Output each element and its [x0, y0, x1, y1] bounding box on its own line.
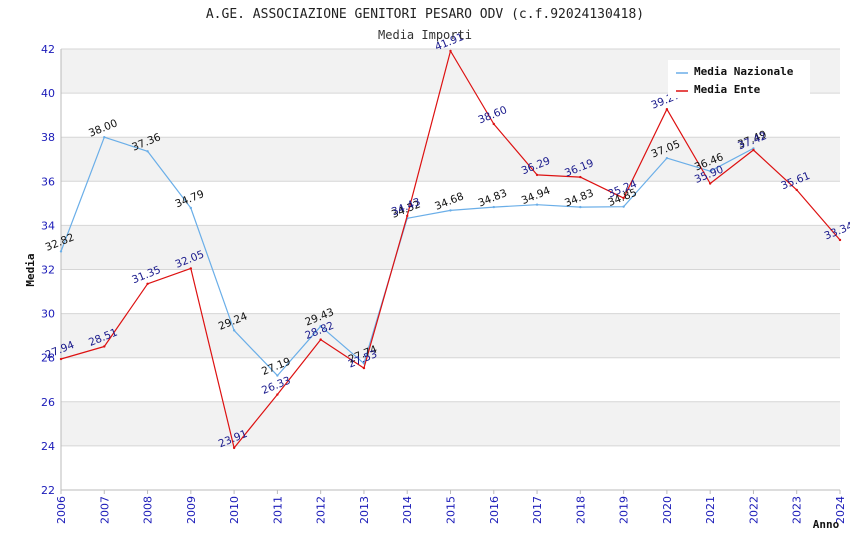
y-tick-label: 40: [41, 87, 55, 100]
legend: Media Nazionale Media Ente: [668, 60, 810, 98]
x-tick-labels: 2006 2007 2008 2009 2010 2011 2012 2013 2014 2015…: [55, 490, 847, 524]
data-point-media-nazionale: [319, 324, 322, 328]
x-tick-label: 2011: [271, 496, 284, 524]
data-point-media-nazionale: [189, 206, 193, 210]
data-point-media-ente: [319, 338, 322, 341]
data-point-media-ente: [59, 357, 63, 361]
background-band: [61, 269, 840, 314]
data-point-media-nazionale: [535, 203, 539, 206]
data-point-media-ente: [535, 173, 539, 177]
x-axis-label: Anno: [813, 518, 840, 531]
y-tick-label: 28: [41, 352, 55, 365]
x-tick-label: 2023: [791, 496, 804, 524]
y-tick-label: 32: [41, 264, 55, 277]
data-point-media-nazionale: [622, 205, 625, 208]
y-tick-label: 22: [41, 484, 55, 497]
data-point-media-ente: [362, 366, 366, 370]
data-point-media-nazionale: [59, 250, 63, 253]
x-tick-label: 2014: [401, 496, 414, 524]
x-tick-label: 2019: [618, 496, 631, 524]
legend-label-media-nazionale: Media Nazionale: [694, 65, 794, 78]
data-point-media-ente: [146, 282, 149, 286]
x-tick-label: 2008: [142, 496, 155, 524]
y-tick-label: 24: [41, 440, 55, 453]
data-point-media-ente: [579, 175, 582, 179]
chart-subtitle: Media Importi: [378, 28, 472, 42]
data-point-media-ente: [449, 49, 452, 53]
y-tick-label: 38: [41, 131, 55, 144]
x-tick-label: 2010: [228, 496, 241, 524]
legend-label-media-ente: Media Ente: [694, 83, 761, 96]
background-band: [61, 445, 840, 490]
x-tick-label: 2013: [358, 496, 371, 524]
x-tick-label: 2018: [574, 496, 587, 524]
data-point-media-nazionale: [708, 169, 712, 173]
x-tick-label: 2009: [185, 496, 198, 524]
data-point-media-ente: [838, 238, 842, 242]
y-tick-label: 30: [41, 308, 55, 321]
data-point-media-ente: [665, 107, 669, 111]
background-band: [61, 313, 840, 358]
chart-title: A.GE. ASSOCIAZIONE GENITORI PESARO ODV (…: [206, 7, 644, 22]
x-tick-label: 2006: [55, 496, 68, 524]
y-tick-label: 36: [41, 175, 55, 188]
background-band: [61, 181, 840, 226]
x-tick-label: 2012: [315, 496, 328, 524]
data-point-media-nazionale: [579, 205, 582, 209]
data-point-media-ente: [276, 393, 279, 396]
data-point-media-ente: [708, 182, 712, 185]
x-tick-label: 2016: [488, 496, 501, 524]
background-band: [61, 93, 840, 138]
y-tick-label: 26: [41, 396, 55, 409]
background-band: [61, 225, 840, 270]
data-point-media-ente: [622, 196, 625, 200]
data-point-media-ente: [752, 148, 755, 152]
data-point-media-nazionale: [492, 205, 495, 209]
y-tick-labels: 22 24 26 28 30 32 34 36 38 40 42: [41, 43, 55, 497]
y-axis-label: Media: [24, 253, 37, 286]
x-tick-label: 2021: [704, 496, 717, 524]
data-point-media-ente: [492, 122, 495, 126]
data-point-media-nazionale: [276, 374, 279, 377]
y-tick-label: 42: [41, 43, 55, 56]
data-point-media-nazionale: [449, 209, 452, 212]
x-tick-label: 2017: [531, 496, 544, 524]
data-point-media-nazionale: [146, 150, 149, 153]
data-point-media-nazionale: [232, 329, 236, 332]
plot-background-bands: [61, 49, 840, 490]
x-tick-label: 2015: [445, 496, 458, 524]
data-point-media-nazionale: [665, 156, 669, 160]
background-band: [61, 137, 840, 182]
data-point-media-ente: [103, 345, 106, 348]
x-tick-label: 2024: [834, 496, 847, 524]
data-point-media-ente: [232, 446, 236, 450]
x-tick-label: 2022: [747, 496, 760, 524]
x-tick-label: 2007: [98, 496, 111, 524]
series-lines: [59, 49, 842, 450]
data-point-media-ente: [189, 267, 193, 270]
background-band: [61, 401, 840, 446]
data-point-media-ente: [406, 214, 409, 218]
background-band: [61, 357, 840, 402]
x-tick-label: 2020: [661, 496, 674, 524]
legend-box: [668, 60, 810, 98]
y-tick-label: 34: [41, 219, 55, 232]
data-point-media-nazionale: [103, 136, 106, 139]
data-point-media-ente: [795, 188, 798, 192]
